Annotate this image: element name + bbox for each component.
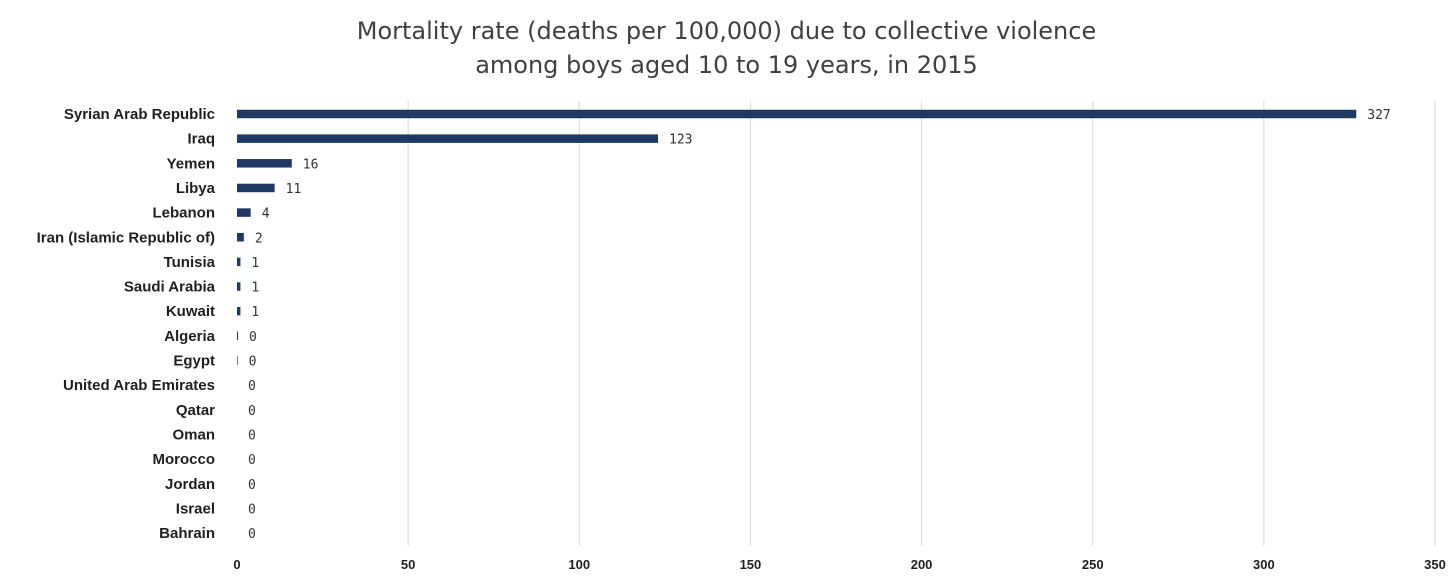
data-label: 0 — [248, 428, 256, 443]
x-tick-label: 200 — [911, 557, 933, 572]
bar — [237, 306, 241, 316]
category-label: Saudi Arabia — [124, 279, 216, 296]
category-label: Bahrain — [159, 525, 215, 542]
category-label: Jordan — [165, 476, 215, 493]
x-tick-label: 0 — [233, 557, 240, 572]
chart-title-line-2: among boys aged 10 to 19 years, in 2015 — [475, 51, 978, 79]
x-tick-label: 350 — [1424, 557, 1446, 572]
category-label: Lebanon — [153, 205, 216, 222]
category-label: Algeria — [164, 328, 216, 345]
data-label: 0 — [248, 379, 256, 394]
bar — [237, 331, 239, 341]
bar — [237, 134, 659, 143]
data-label: 327 — [1367, 108, 1390, 123]
data-label: 0 — [249, 355, 257, 370]
data-label: 2 — [255, 231, 263, 246]
data-label: 11 — [286, 182, 302, 197]
bar — [237, 159, 292, 168]
bar — [237, 282, 241, 291]
category-label: United Arab Emirates — [63, 377, 215, 394]
chart-title: Mortality rate (deaths per 100,000) due … — [0, 14, 1453, 82]
bar — [237, 257, 241, 267]
category-label: Egypt — [173, 353, 215, 370]
bar — [237, 109, 1357, 119]
category-label: Iran (Islamic Republic of) — [37, 229, 215, 246]
bar — [237, 183, 275, 193]
x-tick-label: 100 — [568, 557, 590, 572]
category-label: Oman — [172, 426, 215, 443]
data-label: 0 — [248, 453, 256, 468]
data-label: 0 — [249, 330, 257, 345]
bar — [237, 208, 251, 217]
data-label: 4 — [262, 207, 270, 222]
data-label: 1 — [251, 281, 259, 296]
x-tick-label: 250 — [1082, 557, 1104, 572]
data-label: 0 — [248, 478, 256, 493]
data-label: 16 — [303, 157, 319, 172]
category-label: Morocco — [152, 451, 215, 468]
x-tick-label: 300 — [1253, 557, 1275, 572]
category-label: Yemen — [167, 155, 215, 172]
data-label: 0 — [248, 527, 256, 542]
category-label: Syrian Arab Republic — [64, 106, 215, 123]
bar — [237, 356, 238, 365]
data-label: 1 — [251, 305, 259, 320]
data-label: 1 — [251, 256, 259, 271]
category-label: Libya — [176, 180, 216, 197]
x-tick-label: 50 — [401, 557, 415, 572]
category-label: Qatar — [176, 402, 215, 419]
data-label: 0 — [248, 502, 256, 517]
bar — [237, 233, 244, 242]
category-label: Israel — [176, 500, 215, 517]
category-label: Kuwait — [166, 303, 215, 320]
category-label: Iraq — [187, 131, 215, 148]
data-label: 0 — [248, 404, 256, 419]
chart-title-line-1: Mortality rate (deaths per 100,000) due … — [356, 17, 1097, 45]
data-label: 123 — [669, 133, 692, 148]
x-tick-label: 150 — [740, 557, 762, 572]
category-label: Tunisia — [164, 254, 216, 271]
